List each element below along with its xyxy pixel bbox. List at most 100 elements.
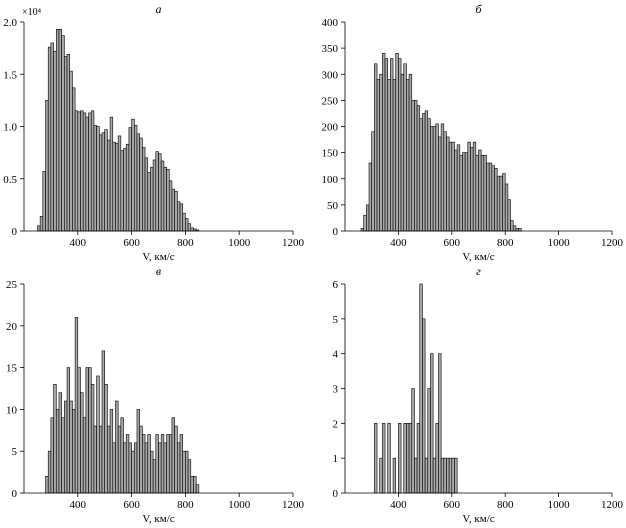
histogram-bar bbox=[454, 457, 458, 494]
histogram-bar bbox=[435, 123, 439, 232]
histogram-bar bbox=[392, 79, 397, 232]
histogram-bar bbox=[376, 79, 381, 232]
histogram-bar bbox=[160, 160, 165, 232]
histogram-bar bbox=[90, 384, 95, 494]
histogram-bar bbox=[128, 127, 132, 232]
histogram-bar bbox=[480, 154, 485, 232]
histogram-bar bbox=[408, 423, 413, 494]
y-tick-label: 1 bbox=[333, 453, 339, 465]
y-tick-label: 4 bbox=[333, 349, 339, 361]
histogram-bar bbox=[139, 425, 143, 494]
histogram-bar bbox=[446, 136, 450, 232]
x-tick-label: 1200 bbox=[282, 499, 305, 511]
histogram-bar bbox=[187, 459, 192, 494]
histogram-bar bbox=[467, 141, 471, 232]
histogram-bar bbox=[128, 442, 132, 494]
histogram-bar bbox=[406, 79, 410, 232]
histogram-bar bbox=[93, 425, 97, 494]
histogram-bar bbox=[72, 87, 76, 232]
histogram-bar bbox=[74, 110, 79, 232]
histogram-bar bbox=[61, 35, 65, 232]
histogram-bar bbox=[195, 484, 200, 494]
histogram-bar bbox=[66, 367, 71, 494]
histogram-bar bbox=[475, 154, 479, 232]
histogram-bar bbox=[64, 56, 68, 232]
x-tick-label: 1000 bbox=[228, 237, 251, 249]
histogram-bar bbox=[419, 118, 423, 232]
histogram-bar bbox=[400, 73, 405, 232]
histogram-bar bbox=[419, 283, 423, 494]
histogram-bar bbox=[133, 442, 138, 494]
x-tick-label: 400 bbox=[390, 237, 407, 249]
histogram-bar bbox=[374, 63, 378, 232]
panel-label: в bbox=[156, 264, 161, 278]
histogram-bar bbox=[166, 169, 170, 232]
histogram-bar bbox=[187, 223, 192, 232]
y-tick-label: 250 bbox=[322, 95, 339, 107]
histogram-bar bbox=[96, 375, 100, 494]
y-tick-label: 5 bbox=[333, 314, 339, 326]
x-tick-label: 1200 bbox=[601, 237, 624, 249]
histogram-bar bbox=[510, 220, 514, 232]
histogram-bar bbox=[440, 123, 445, 232]
histogram-bar bbox=[155, 151, 159, 232]
histogram-bar bbox=[69, 400, 73, 494]
histogram-bar bbox=[368, 162, 372, 232]
histogram-bar bbox=[491, 165, 495, 232]
histogram-bar bbox=[39, 216, 44, 232]
histogram-bar bbox=[427, 388, 431, 494]
histogram-bar bbox=[37, 225, 41, 232]
histogram-bar bbox=[185, 450, 189, 494]
histogram-bar bbox=[147, 434, 151, 494]
histogram-bar bbox=[147, 172, 151, 232]
y-tick-label: 0 bbox=[333, 488, 339, 500]
histogram-bar bbox=[115, 142, 119, 232]
y-tick-label: 5 bbox=[12, 446, 18, 458]
y-tick-label: 0 bbox=[12, 488, 18, 500]
histogram-bar bbox=[488, 162, 493, 232]
x-tick-label: 1000 bbox=[548, 499, 571, 511]
histogram-bar bbox=[464, 152, 469, 232]
x-tick-label: 1000 bbox=[228, 499, 251, 511]
x-tick-label: 800 bbox=[497, 499, 514, 511]
y-tick-label: 150 bbox=[322, 148, 339, 160]
histogram-bar bbox=[459, 154, 463, 232]
histogram-bar bbox=[142, 147, 146, 232]
histogram-bar bbox=[158, 153, 162, 232]
histogram-bar bbox=[494, 168, 498, 232]
y-tick-label: 25 bbox=[6, 279, 18, 291]
histogram-bar bbox=[182, 212, 186, 232]
histogram-panel-4: 400 600 800 1000 1200 0 1 2 3 4 5 6 г V, км/с bbox=[333, 264, 624, 525]
histogram-bar bbox=[422, 113, 426, 232]
histogram-bar bbox=[462, 152, 466, 232]
histogram-bar bbox=[50, 42, 54, 232]
histogram-bar bbox=[152, 159, 157, 232]
histogram-bar bbox=[88, 367, 92, 494]
histogram-bar bbox=[451, 457, 455, 494]
x-tick-label: 600 bbox=[444, 237, 461, 249]
x-tick-label: 600 bbox=[123, 237, 140, 249]
histogram-bar bbox=[152, 459, 157, 494]
histogram-bar bbox=[193, 475, 197, 494]
histogram-bar bbox=[387, 79, 391, 232]
histogram-bar bbox=[85, 367, 89, 494]
x-tick-label: 800 bbox=[497, 237, 514, 249]
histogram-bar bbox=[53, 384, 57, 494]
histogram-bar bbox=[456, 144, 461, 232]
y-tick-label: 20 bbox=[6, 321, 18, 333]
x-tick-label: 400 bbox=[390, 499, 407, 511]
histogram-bar bbox=[384, 58, 389, 232]
histogram-bar bbox=[392, 457, 397, 494]
histogram-bar bbox=[185, 218, 189, 232]
histogram-bar bbox=[168, 180, 173, 232]
histogram-bar bbox=[120, 150, 124, 232]
histogram-bar bbox=[424, 110, 429, 232]
x-tick-label: 800 bbox=[177, 499, 194, 511]
histogram-bar bbox=[109, 116, 114, 232]
histogram-bar bbox=[174, 190, 178, 232]
histogram-bar bbox=[136, 133, 140, 232]
y-tick-label: 6 bbox=[333, 279, 339, 291]
panel-label: г bbox=[476, 264, 481, 278]
histogram-bar bbox=[432, 457, 437, 494]
